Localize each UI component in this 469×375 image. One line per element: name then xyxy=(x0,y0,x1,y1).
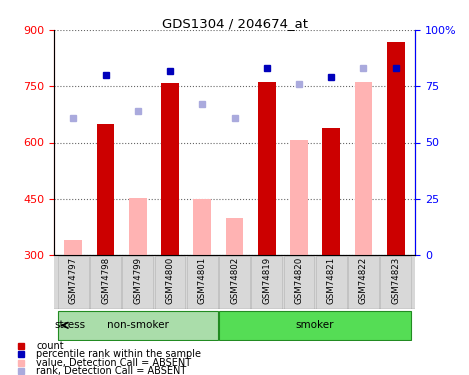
Text: GSM74821: GSM74821 xyxy=(327,256,336,304)
Bar xyxy=(64,240,82,255)
Bar xyxy=(58,311,218,340)
Text: GSM74801: GSM74801 xyxy=(198,256,207,304)
Bar xyxy=(90,255,121,309)
Text: GSM74798: GSM74798 xyxy=(101,256,110,304)
Text: count: count xyxy=(37,341,64,351)
Bar xyxy=(193,199,211,255)
Text: GSM74823: GSM74823 xyxy=(391,256,400,304)
Bar xyxy=(187,255,218,309)
Text: GSM74802: GSM74802 xyxy=(230,256,239,304)
Bar xyxy=(387,42,405,255)
Text: value, Detection Call = ABSENT: value, Detection Call = ABSENT xyxy=(37,358,191,368)
Text: GSM74799: GSM74799 xyxy=(133,256,142,304)
Bar xyxy=(129,198,147,255)
Text: smoker: smoker xyxy=(296,320,334,330)
Bar xyxy=(355,82,372,255)
Bar xyxy=(348,255,379,309)
Bar xyxy=(226,217,243,255)
Bar xyxy=(251,255,282,309)
Text: GSM74822: GSM74822 xyxy=(359,256,368,304)
Text: stress: stress xyxy=(55,320,86,330)
Bar xyxy=(219,311,411,340)
Text: GSM74797: GSM74797 xyxy=(69,256,78,304)
Bar xyxy=(316,255,347,309)
Text: GDS1304 / 204674_at: GDS1304 / 204674_at xyxy=(161,17,308,30)
Bar xyxy=(122,255,153,309)
Bar xyxy=(58,255,89,309)
Bar xyxy=(97,124,114,255)
Bar xyxy=(161,82,179,255)
Text: GSM74820: GSM74820 xyxy=(295,256,303,304)
Text: GSM74819: GSM74819 xyxy=(262,256,271,304)
Bar xyxy=(380,255,411,309)
Text: percentile rank within the sample: percentile rank within the sample xyxy=(37,350,201,359)
Bar xyxy=(219,255,250,309)
Bar xyxy=(154,255,185,309)
Bar xyxy=(258,82,276,255)
Bar xyxy=(283,255,314,309)
Bar xyxy=(290,140,308,255)
Text: GSM74800: GSM74800 xyxy=(166,256,174,304)
Bar xyxy=(322,128,340,255)
Text: rank, Detection Call = ABSENT: rank, Detection Call = ABSENT xyxy=(37,366,187,375)
Text: non-smoker: non-smoker xyxy=(107,320,169,330)
